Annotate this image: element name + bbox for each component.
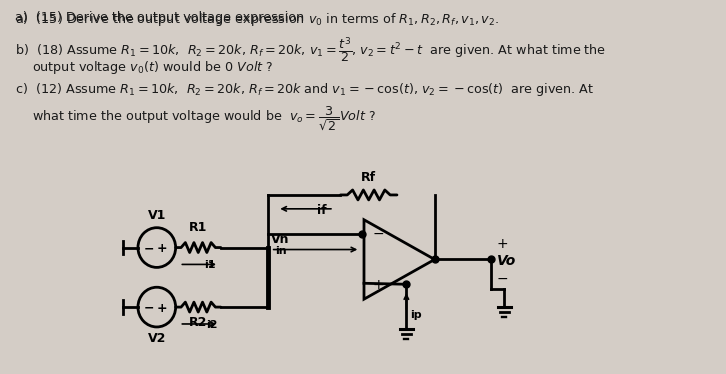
Text: V1: V1 xyxy=(147,209,166,222)
Text: +: + xyxy=(497,237,508,251)
Text: b)  (18) Assume $R_1 = 10k$,  $R_2 = 20k$, $R_f = 20k$, $v_1 = \dfrac{t^3}{2}$, : b) (18) Assume $R_1 = 10k$, $R_2 = 20k$,… xyxy=(15,35,605,65)
Text: ip: ip xyxy=(410,310,422,320)
Text: Vn: Vn xyxy=(271,233,289,246)
Text: a)  (15) Derive the output voltage expression: a) (15) Derive the output voltage expres… xyxy=(15,11,308,24)
Text: R2: R2 xyxy=(189,316,208,329)
Text: +: + xyxy=(372,278,384,292)
Text: what time the output voltage would be  $v_o = \dfrac{3}{\sqrt{2}}Volt$ ?: what time the output voltage would be $v… xyxy=(33,105,376,133)
Text: if: if xyxy=(317,204,326,217)
Text: i1: i1 xyxy=(204,260,216,270)
Text: i2: i2 xyxy=(205,320,217,330)
Text: −: − xyxy=(497,272,508,286)
Text: +: + xyxy=(156,242,167,255)
Text: output voltage $v_0(t)$ would be $0\ Volt$ ?: output voltage $v_0(t)$ would be $0\ Vol… xyxy=(33,59,274,76)
Text: R1: R1 xyxy=(189,221,208,234)
Text: c)  (12) Assume $R_1 = 10k$,  $R_2 = 20k$, $R_f = 20k$ and $v_1 = -\cos(t)$, $v_: c) (12) Assume $R_1 = 10k$, $R_2 = 20k$,… xyxy=(15,81,594,98)
Text: in: in xyxy=(275,246,287,255)
Text: −: − xyxy=(144,242,155,255)
Text: Vo: Vo xyxy=(497,254,516,269)
Text: V2: V2 xyxy=(147,332,166,345)
Text: a)  (15) Derive the output voltage expression $v_0$ in terms of $R_1, R_2, R_f, : a) (15) Derive the output voltage expres… xyxy=(15,11,499,28)
Text: +: + xyxy=(156,301,167,315)
Text: Rf: Rf xyxy=(361,171,376,184)
Text: −: − xyxy=(144,301,155,315)
Text: −: − xyxy=(372,227,384,240)
